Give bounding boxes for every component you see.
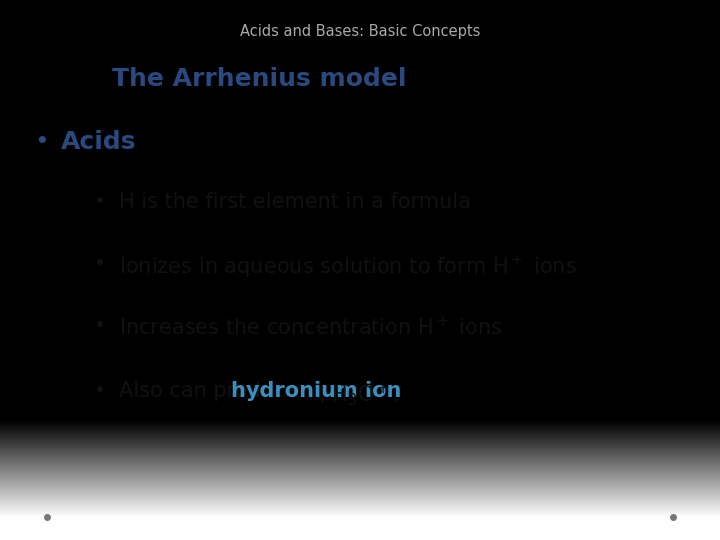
Text: Also can produce: Also can produce <box>119 381 305 401</box>
Text: Acids and Bases: Basic Concepts: Acids and Bases: Basic Concepts <box>240 24 480 39</box>
Text: Increases the concentration H$^+$ ions: Increases the concentration H$^+$ ions <box>119 316 502 339</box>
Text: , H$_3$O$^+$.: , H$_3$O$^+$. <box>318 381 398 408</box>
Text: Ionizes in aqueous solution to form H$^+$ ions: Ionizes in aqueous solution to form H$^+… <box>119 254 577 281</box>
Text: •: • <box>94 316 106 336</box>
Text: Acids: Acids <box>61 130 137 153</box>
Text: •: • <box>94 254 106 274</box>
Text: hydronium ion: hydronium ion <box>231 381 402 401</box>
Text: •: • <box>94 192 106 212</box>
Text: The Arrhenius model: The Arrhenius model <box>112 68 406 91</box>
Text: •: • <box>94 381 106 401</box>
Text: H is the first element in a formula: H is the first element in a formula <box>119 192 471 212</box>
Text: •: • <box>35 130 49 153</box>
